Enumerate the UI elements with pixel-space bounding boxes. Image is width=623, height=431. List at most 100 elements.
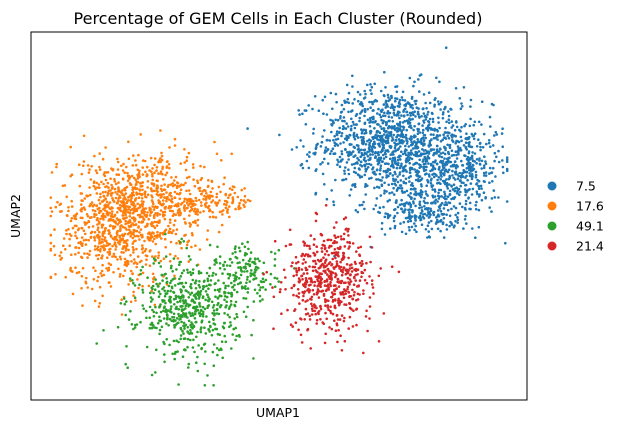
- data-point: [348, 194, 352, 197]
- data-point: [416, 132, 420, 135]
- data-point: [400, 139, 403, 142]
- data-point: [192, 209, 196, 213]
- data-point: [395, 199, 398, 202]
- data-point: [335, 100, 338, 104]
- data-point: [134, 163, 138, 167]
- data-point: [182, 302, 186, 305]
- data-point: [414, 190, 417, 193]
- data-point: [333, 144, 337, 147]
- data-point: [169, 240, 173, 244]
- data-point: [319, 275, 322, 279]
- data-point: [321, 244, 325, 247]
- data-point: [178, 296, 181, 300]
- data-point: [114, 182, 118, 186]
- data-point: [362, 140, 366, 143]
- data-point: [439, 159, 443, 163]
- data-point: [113, 177, 116, 181]
- data-point: [421, 131, 425, 135]
- data-point: [140, 184, 144, 188]
- data-point: [167, 198, 171, 201]
- data-point: [375, 197, 379, 200]
- data-point: [116, 223, 120, 226]
- data-point: [140, 211, 144, 215]
- data-point: [180, 309, 184, 313]
- data-point: [451, 174, 454, 177]
- data-point: [98, 202, 102, 205]
- data-point: [96, 257, 100, 261]
- data-point: [248, 199, 252, 203]
- data-point: [100, 269, 104, 273]
- data-point: [414, 193, 418, 197]
- data-point: [189, 273, 193, 277]
- data-point: [129, 309, 132, 313]
- data-point: [480, 187, 483, 190]
- data-point: [437, 121, 440, 124]
- data-point: [249, 272, 252, 275]
- data-point: [92, 203, 96, 207]
- data-point: [454, 187, 457, 190]
- data-point: [409, 183, 413, 187]
- data-point: [301, 112, 304, 116]
- data-point: [118, 275, 122, 278]
- data-point: [133, 258, 136, 261]
- data-point: [156, 190, 159, 193]
- data-point: [167, 324, 170, 327]
- data-point: [482, 132, 486, 136]
- data-point: [105, 200, 109, 204]
- data-point: [214, 201, 217, 204]
- data-point: [368, 153, 372, 156]
- data-point: [156, 205, 159, 209]
- data-point: [86, 164, 90, 167]
- data-point: [123, 257, 127, 261]
- data-point: [149, 232, 153, 236]
- data-point: [477, 225, 481, 229]
- data-point: [232, 273, 235, 277]
- data-point: [161, 199, 165, 202]
- data-point: [192, 178, 195, 181]
- data-point: [341, 290, 345, 294]
- data-point: [183, 161, 186, 164]
- data-point: [358, 168, 361, 171]
- data-point: [442, 207, 446, 210]
- data-point: [159, 292, 162, 296]
- data-point: [167, 206, 170, 210]
- data-point: [370, 100, 374, 104]
- data-point: [65, 195, 68, 199]
- data-point: [142, 218, 146, 221]
- data-point: [419, 138, 423, 141]
- data-point: [130, 191, 134, 195]
- data-point: [442, 212, 446, 216]
- data-point: [141, 265, 144, 269]
- data-point: [314, 147, 318, 150]
- data-point: [413, 134, 416, 137]
- data-point: [348, 306, 352, 310]
- legend-item: 21.4: [547, 239, 604, 254]
- data-point: [125, 244, 129, 247]
- data-point: [197, 283, 201, 287]
- data-point: [153, 326, 157, 329]
- data-point: [389, 132, 393, 136]
- data-point: [475, 183, 478, 186]
- data-point: [223, 202, 226, 206]
- data-point: [474, 176, 478, 179]
- data-point: [356, 90, 360, 94]
- legend-marker: [547, 201, 557, 211]
- data-point: [204, 298, 207, 302]
- data-point: [159, 209, 163, 212]
- data-point: [467, 197, 470, 200]
- data-point: [333, 288, 336, 292]
- data-point: [260, 280, 264, 284]
- data-point: [117, 199, 120, 202]
- data-point: [382, 119, 385, 123]
- data-point: [303, 318, 307, 321]
- data-point: [213, 140, 216, 144]
- data-point: [220, 340, 224, 344]
- data-point: [469, 182, 473, 185]
- data-point: [311, 288, 315, 292]
- data-point: [348, 150, 351, 154]
- data-point: [427, 162, 430, 165]
- data-point: [339, 334, 342, 338]
- data-point: [159, 160, 162, 164]
- data-point: [222, 209, 225, 212]
- data-point: [330, 130, 333, 134]
